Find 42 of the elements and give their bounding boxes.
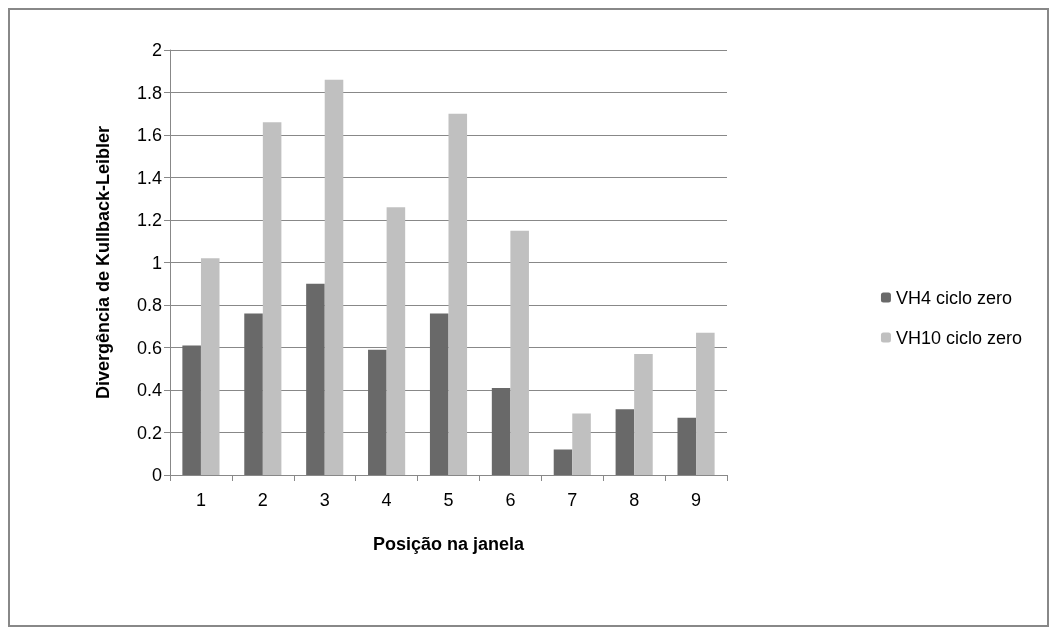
bar [491,387,511,475]
x-axis-title: Posição na janela [372,534,526,554]
y-tick-label: 1.4 [136,167,162,188]
y-axis-title: Divergência de Kullback-Leibler [93,125,113,400]
x-tick-label: 9 [691,490,702,510]
y-tick-label: 1 [151,252,162,273]
y-tick-label: 1.6 [136,125,162,145]
y-tick-label: 0.8 [136,295,162,315]
x-tick-label: 8 [629,490,640,510]
y-tick-label: 2 [151,40,162,60]
bar [324,79,344,475]
bar [262,122,282,475]
bar [572,413,591,475]
legend-label: VH10 ciclo zero [895,327,1023,348]
y-tick-label: 1.8 [136,82,162,103]
y-tick-label: 1.2 [136,210,162,230]
bar [677,417,697,475]
x-tick-label: 2 [257,490,268,510]
bar [182,345,201,475]
bar [244,313,263,475]
y-tick-label: 0.2 [136,422,162,443]
bar [306,283,325,475]
bar [615,409,635,475]
y-tick-label: 0.4 [136,380,162,400]
x-tick-label: 7 [567,490,578,510]
bar [429,313,449,475]
bar [448,113,468,475]
bar [634,353,653,475]
bar [368,349,387,475]
x-tick-label: 6 [505,490,516,510]
legend-label: VH4 ciclo zero [895,287,1012,308]
x-tick-label: 4 [381,490,392,510]
x-tick-label: 3 [319,490,330,510]
y-tick-label: 0.6 [136,337,162,358]
x-tick-label: 1 [195,490,206,510]
bar [200,258,220,475]
bar [386,207,406,475]
bar [553,449,573,475]
x-tick-label: 5 [443,490,454,510]
bar [696,332,715,475]
y-tick-label: 0 [151,465,162,485]
bar [510,230,529,475]
